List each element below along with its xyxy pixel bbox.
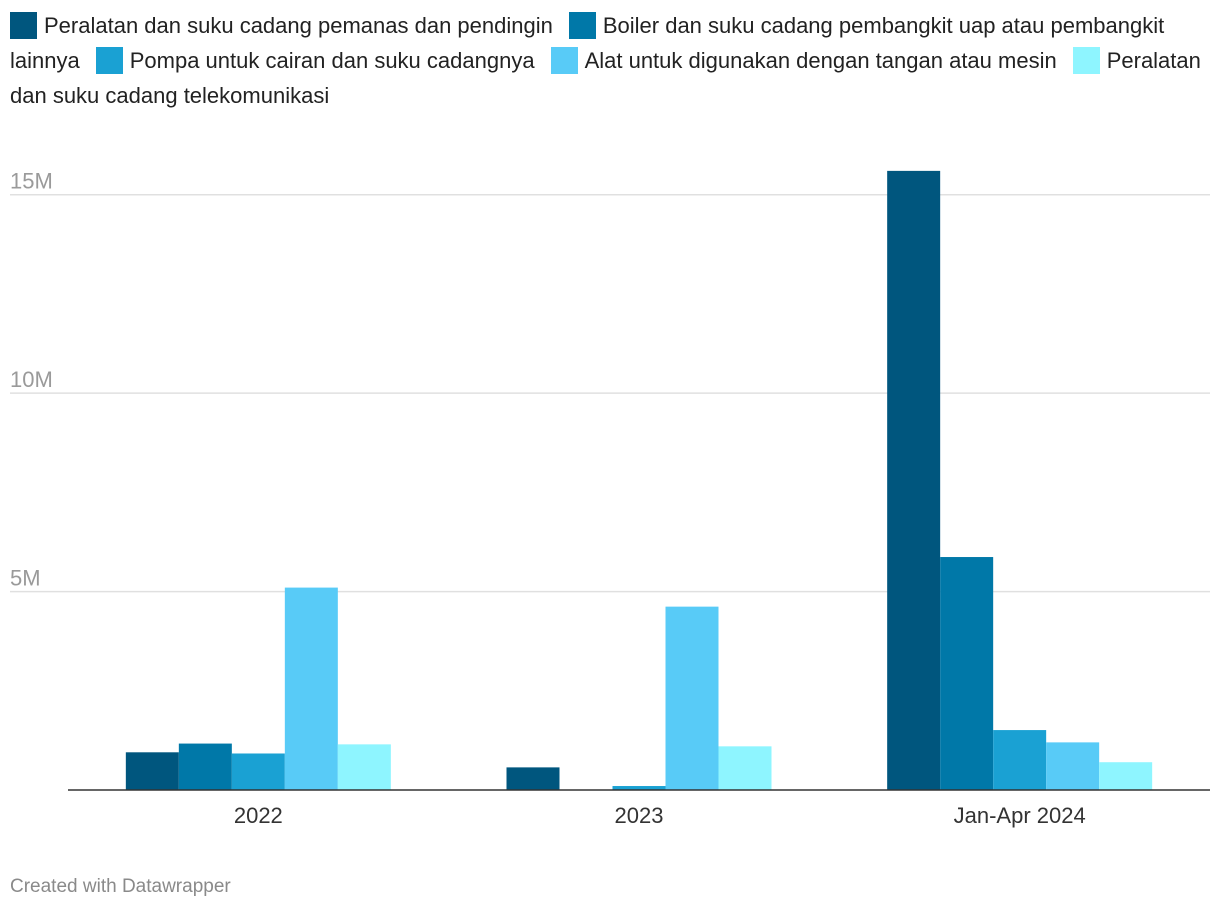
y-tick-label: 5M <box>10 566 41 591</box>
bar <box>506 767 560 790</box>
legend-swatch <box>1072 47 1100 74</box>
x-tick-label: Jan-Apr 2024 <box>954 803 1086 828</box>
legend-swatch <box>95 47 123 74</box>
legend-item: Pompa untuk cairan dan suku cadangnya <box>95 47 535 74</box>
legend-label: Pompa untuk cairan dan suku cadangnya <box>129 48 535 73</box>
gridlines <box>10 193 1210 593</box>
bar <box>665 606 719 790</box>
legend-label: Peralatan dan suku cadang telekomunikasi <box>10 48 1201 108</box>
bar <box>887 170 941 790</box>
legend-item: Peralatan dan suku cadang telekomunikasi <box>10 47 1201 108</box>
legend-item: Boiler dan suku cadang pembangkit uap at… <box>10 12 1165 73</box>
legend-item: Alat untuk digunakan dengan tangan atau … <box>550 47 1057 74</box>
x-tick-label: 2023 <box>615 803 664 828</box>
bar <box>718 746 772 790</box>
legend-label: Peralatan dan suku cadang pemanas dan pe… <box>44 13 553 38</box>
bars <box>125 170 1153 790</box>
bar-chart: 5M 10M 15M 2022 2023 Jan-Apr 2024 <box>10 169 1210 828</box>
bar <box>1046 742 1100 790</box>
x-axis-ticks: 2022 2023 Jan-Apr 2024 <box>234 803 1086 828</box>
credit-text: Created with Datawrapper <box>10 876 231 897</box>
chart-legend: Peralatan dan suku cadang pemanas dan pe… <box>10 8 1215 113</box>
bar <box>125 752 179 790</box>
legend-label: Alat untuk digunakan dengan tangan atau … <box>584 48 1057 73</box>
y-axis-ticks: 5M 10M 15M <box>10 169 53 591</box>
bar <box>1099 762 1153 790</box>
legend-swatch <box>550 47 578 74</box>
legend-label: Boiler dan suku cadang pembangkit uap at… <box>10 13 1165 73</box>
y-tick-label: 15M <box>10 169 53 194</box>
bar <box>178 743 232 790</box>
bar <box>337 744 391 790</box>
legend-item: Peralatan dan suku cadang pemanas dan pe… <box>10 12 553 39</box>
bar <box>940 557 994 790</box>
bar <box>993 730 1047 790</box>
x-tick-label: 2022 <box>234 803 283 828</box>
y-tick-label: 10M <box>10 367 53 392</box>
legend-swatch <box>10 12 37 39</box>
bar <box>612 786 666 790</box>
bar <box>231 753 285 790</box>
bar <box>284 587 338 790</box>
legend-swatch <box>568 12 596 39</box>
